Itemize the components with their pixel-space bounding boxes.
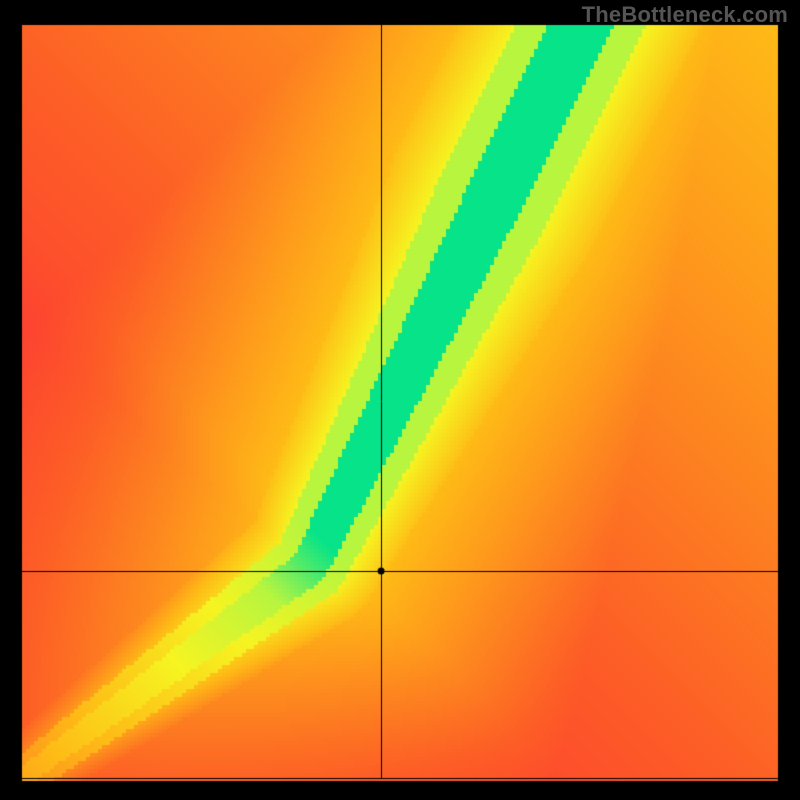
watermark-text: TheBottleneck.com	[582, 2, 788, 28]
heatmap-canvas	[0, 0, 800, 800]
chart-container: TheBottleneck.com	[0, 0, 800, 800]
